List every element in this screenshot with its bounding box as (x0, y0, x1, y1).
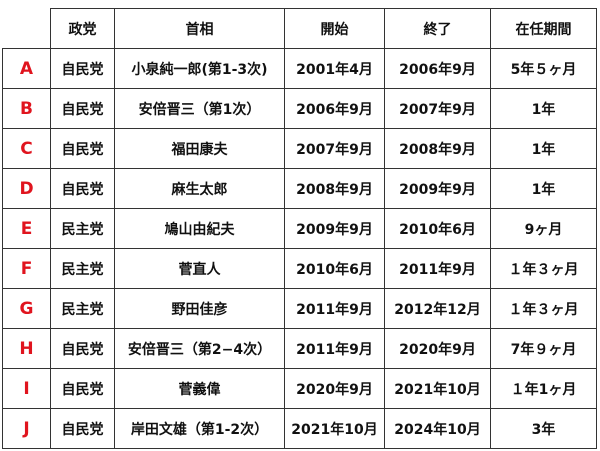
start-cell: 2011年9月 (284, 328, 385, 369)
start-cell: 2007年9月 (284, 128, 385, 169)
term-cell: 5年５ヶ月 (490, 48, 597, 89)
table-row: F 民主党 菅直人 2010年6月 2011年9月 １年３ヶ月 (2, 248, 597, 289)
row-letter: C (2, 128, 51, 169)
term-cell: 7年９ヶ月 (490, 328, 597, 369)
party-cell: 自民党 (50, 128, 115, 169)
party-cell: 自民党 (50, 408, 115, 449)
row-letter: F (2, 248, 51, 289)
term-cell: １年３ヶ月 (490, 288, 597, 329)
row-letter: H (2, 328, 51, 369)
header-end: 終了 (384, 8, 491, 49)
pm-cell: 福田康夫 (114, 128, 285, 169)
end-cell: 2024年10月 (384, 408, 491, 449)
header-term: 在任期間 (490, 8, 597, 49)
end-cell: 2006年9月 (384, 48, 491, 89)
party-cell: 民主党 (50, 208, 115, 249)
header-party: 政党 (50, 8, 115, 49)
end-cell: 2009年9月 (384, 168, 491, 209)
table-row: H 自民党 安倍晋三（第2−4次） 2011年9月 2020年9月 7年９ヶ月 (2, 328, 597, 369)
pm-cell: 野田佳彦 (114, 288, 285, 329)
row-letter: I (2, 368, 51, 409)
term-cell: 1年 (490, 88, 597, 129)
term-cell: 9ヶ月 (490, 208, 597, 249)
end-cell: 2021年10月 (384, 368, 491, 409)
prime-minister-table: 政党 首相 開始 終了 在任期間 A 自民党 小泉純一郎(第1-3次) 2001年4月… (2, 8, 597, 449)
start-cell: 2021年10月 (284, 408, 385, 449)
start-cell: 2006年9月 (284, 88, 385, 129)
start-cell: 2020年9月 (284, 368, 385, 409)
party-cell: 自民党 (50, 88, 115, 129)
pm-cell: 安倍晋三（第2−4次） (114, 328, 285, 369)
end-cell: 2012年12月 (384, 288, 491, 329)
header-pm: 首相 (114, 8, 285, 49)
pm-cell: 安倍晋三（第1次） (114, 88, 285, 129)
start-cell: 2011年9月 (284, 288, 385, 329)
row-letter: G (2, 288, 51, 329)
end-cell: 2010年6月 (384, 208, 491, 249)
pm-cell: 麻生太郎 (114, 168, 285, 209)
start-cell: 2009年9月 (284, 208, 385, 249)
start-cell: 2010年6月 (284, 248, 385, 289)
row-letter: J (2, 408, 51, 449)
table-row: E 民主党 鳩山由紀夫 2009年9月 2010年6月 9ヶ月 (2, 208, 597, 249)
row-letter: E (2, 208, 51, 249)
table-row: J 自民党 岸田文雄（第1-2次） 2021年10月 2024年10月 3年 (2, 408, 597, 449)
term-cell: １年1ヶ月 (490, 368, 597, 409)
term-cell: 1年 (490, 168, 597, 209)
end-cell: 2020年9月 (384, 328, 491, 369)
table-row: A 自民党 小泉純一郎(第1-3次) 2001年4月 2006年9月 5年５ヶ月 (2, 48, 597, 89)
party-cell: 自民党 (50, 168, 115, 209)
term-cell: 1年 (490, 128, 597, 169)
table-row: D 自民党 麻生太郎 2008年9月 2009年9月 1年 (2, 168, 597, 209)
party-cell: 自民党 (50, 328, 115, 369)
header-row: 政党 首相 開始 終了 在任期間 (3, 8, 597, 49)
pm-cell: 岸田文雄（第1-2次） (114, 408, 285, 449)
row-letter: D (2, 168, 51, 209)
end-cell: 2011年9月 (384, 248, 491, 289)
term-cell: 3年 (490, 408, 597, 449)
party-cell: 民主党 (50, 288, 115, 329)
table-row: G 民主党 野田佳彦 2011年9月 2012年12月 １年３ヶ月 (2, 288, 597, 329)
row-letter: A (2, 48, 51, 89)
party-cell: 自民党 (50, 48, 115, 89)
header-start: 開始 (284, 8, 385, 49)
start-cell: 2008年9月 (284, 168, 385, 209)
end-cell: 2008年9月 (384, 128, 491, 169)
pm-cell: 菅義偉 (114, 368, 285, 409)
party-cell: 民主党 (50, 248, 115, 289)
pm-cell: 小泉純一郎(第1-3次) (114, 48, 285, 89)
end-cell: 2007年9月 (384, 88, 491, 129)
term-cell: １年３ヶ月 (490, 248, 597, 289)
table-row: I 自民党 菅義偉 2020年9月 2021年10月 １年1ヶ月 (2, 368, 597, 409)
pm-cell: 菅直人 (114, 248, 285, 289)
table-row: B 自民党 安倍晋三（第1次） 2006年9月 2007年9月 1年 (2, 88, 597, 129)
row-letter: B (2, 88, 51, 129)
start-cell: 2001年4月 (284, 48, 385, 89)
blank-header-cell (3, 9, 51, 49)
party-cell: 自民党 (50, 368, 115, 409)
table-row: C 自民党 福田康夫 2007年9月 2008年9月 1年 (2, 128, 597, 169)
pm-cell: 鳩山由紀夫 (114, 208, 285, 249)
